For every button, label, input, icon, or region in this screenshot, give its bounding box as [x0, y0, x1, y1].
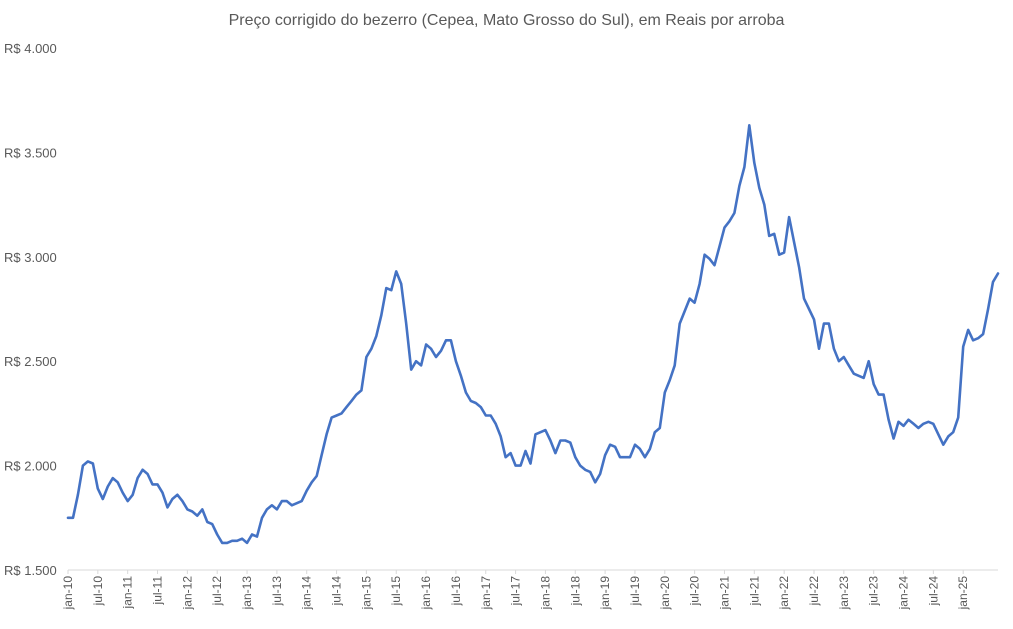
x-tick-label: jul-16	[449, 576, 463, 607]
y-tick-label: R$ 3.000	[4, 250, 57, 265]
x-tick-label: jan-11	[121, 576, 135, 610]
y-tick-label: R$ 2.000	[4, 459, 57, 474]
x-tick-label: jul-24	[926, 576, 940, 607]
x-tick-label: jul-23	[867, 576, 881, 607]
x-tick-label: jul-17	[509, 576, 523, 607]
x-tick-label: jul-20	[688, 576, 702, 607]
x-tick-label: jul-15	[389, 576, 403, 607]
x-tick-label: jul-22	[807, 576, 821, 607]
y-tick-label: R$ 2.500	[4, 354, 57, 369]
x-tick-label: jan-12	[180, 576, 194, 611]
chart-title: Preço corrigido do bezerro (Cepea, Mato …	[228, 12, 785, 29]
x-tick-label: jul-13	[270, 576, 284, 607]
y-axis-ticks: R$ 1.500 R$ 2.000 R$ 2.500 R$ 3.000 R$ 3.500…	[4, 41, 57, 578]
y-tick-label: R$ 3.500	[4, 145, 57, 160]
x-tick-label: jan-19	[598, 576, 612, 611]
x-tick-label: jul-14	[330, 576, 344, 607]
x-tick-label: jan-17	[479, 576, 493, 611]
x-tick-label: jan-13	[240, 576, 254, 611]
x-tick-label: jul-10	[91, 576, 105, 607]
x-tick-label: jan-21	[717, 576, 731, 611]
x-tick-label: jan-20	[658, 576, 672, 611]
x-axis-ticks: jan-10 jul-10 jan-11 jul-11 jan-12 jul-12 jan-…	[61, 570, 970, 610]
x-tick-label: jan-22	[777, 576, 791, 611]
x-tick-label: jul-11	[151, 576, 165, 606]
x-tick-label: jan-25	[956, 576, 970, 611]
y-tick-label: R$ 1.500	[4, 563, 57, 578]
x-tick-label: jan-23	[837, 576, 851, 611]
x-tick-label: jul-19	[628, 576, 642, 607]
x-tick-label: jan-16	[419, 576, 433, 611]
x-tick-label: jan-24	[897, 576, 911, 611]
series-line	[66, 124, 1000, 545]
x-tick-label: jul-12	[210, 576, 224, 607]
x-tick-label: jan-14	[300, 576, 314, 611]
x-tick-label: jan-18	[538, 576, 552, 611]
x-tick-label: jan-15	[359, 576, 373, 611]
x-tick-label: jul-18	[568, 576, 582, 607]
y-tick-label: R$ 4.000	[4, 41, 57, 56]
x-tick-label: jan-10	[61, 576, 75, 611]
x-tick-label: jul-21	[747, 576, 761, 607]
